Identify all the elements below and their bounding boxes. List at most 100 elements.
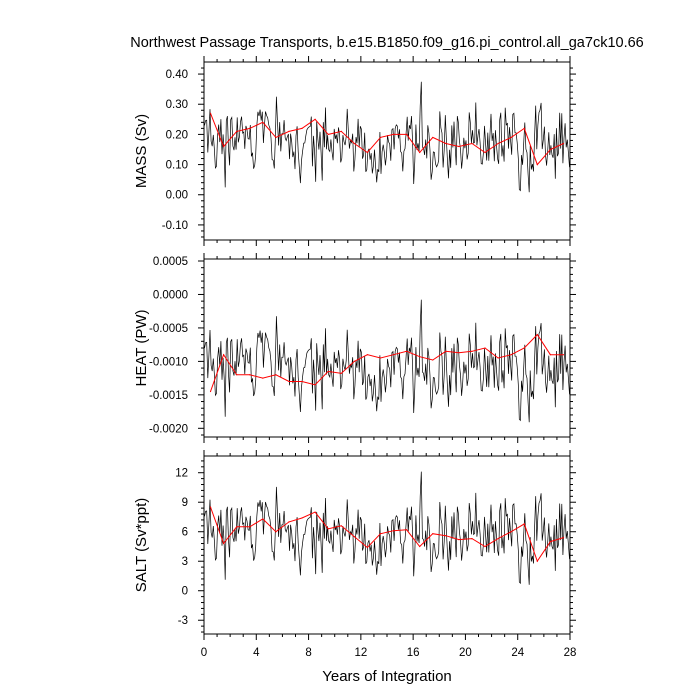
mass-annual-mean-point [432,136,434,139]
salt-annual-mean-point [223,542,225,545]
mass-annual-mean-point [379,136,382,139]
salt-y-tick-label: 3 [182,556,188,568]
salt-x-tick-label: 16 [407,647,420,659]
salt-annual-mean-point [432,533,434,535]
heat-y-tick-label: -0.0005 [149,323,188,335]
heat-annual-mean-point [236,374,238,376]
mass-annual-mean-point [249,127,251,129]
mass-y-tick-label: 0.40 [166,69,188,81]
mass-annual-mean-point [471,142,473,145]
salt-x-tick-label: 28 [564,647,577,659]
panels-group: -0.10 0.00 0.10 0.20 0.30 0.40 MASS (Sv) -0.002… [133,56,576,659]
x-axis-label: Years of Integration [322,668,452,685]
mass-annual-mean-point [549,148,551,151]
mass-annual-mean-point [458,145,460,148]
heat-annual-mean-point [458,352,460,354]
heat-annual-mean-point [223,354,225,356]
mass-y-tick-label: 0.00 [166,190,188,202]
heat-annual-mean-point [327,370,329,373]
mass-annual-mean-point [406,133,408,136]
chart-title: Northwest Passage Transports, b.e15.B185… [130,35,643,51]
salt-x-tick-label: 8 [305,647,311,659]
salt-annual-mean-series [210,506,564,563]
heat-annual-mean-point [510,354,512,356]
mass-annual-mean-point [223,145,225,148]
salt-y-tick-label: 6 [182,527,188,539]
salt-annual-mean-point [419,545,421,548]
heat-annual-mean-point [419,356,421,358]
heat-annual-mean-point [301,380,303,383]
heat-panel: -0.0020 -0.0015 -0.0010 -0.0005 0.0000 0.0005… [133,253,576,443]
mass-annual-mean-point [236,130,238,132]
heat-annual-mean-point [249,374,251,376]
salt-annual-mean-point [523,523,525,525]
salt-annual-mean-point [510,531,512,533]
mass-annual-mean-point [536,163,538,166]
heat-annual-mean-point [536,334,538,336]
mass-annual-mean-point [209,112,212,114]
salt-annual-mean-point [301,517,303,519]
heat-annual-mean-point [445,350,447,352]
salt-x-tick-label: 24 [511,647,524,659]
salt-x-tick-label: 12 [354,647,367,659]
salt-annual-mean-point [392,530,395,532]
salt-annual-mean-point [497,538,499,540]
heat-annual-mean-point [209,390,212,393]
salt-annual-mean-point [327,528,329,530]
salt-annual-mean-point [366,546,368,549]
salt-y-axis-label: SALT (Sv*ppt) [133,498,150,592]
mass-annual-mean-point [419,151,421,154]
mass-annual-mean-point [366,151,368,154]
mass-annual-mean-point [523,127,525,129]
heat-annual-mean-point [562,354,565,356]
heat-annual-mean-point [288,380,290,383]
mass-y-axis-label: MASS (Sv) [133,114,150,188]
heat-monthly-series [204,299,570,423]
mass-annual-mean-point [314,118,316,120]
salt-annual-mean-point [236,526,238,528]
salt-y-tick-label: 12 [175,468,188,480]
salt-annual-mean-point [209,506,212,508]
heat-annual-mean-point [340,372,342,375]
mass-y-tick-label: 0.30 [166,99,188,111]
salt-annual-mean-point [314,511,316,513]
heat-y-axis-label: HEAT (PW) [133,310,150,387]
mass-monthly-series [204,81,570,193]
salt-annual-mean-point [288,521,290,523]
mass-annual-mean-point [510,136,512,139]
heat-y-tick-label: 0.0005 [153,256,188,268]
salt-annual-mean-point [562,537,565,539]
heat-annual-mean-point [392,354,395,356]
salt-panel: -3 0 3 6 9 12 SALT (Sv*ppt) 0 4 8 12 16 20 24 28 [133,450,576,659]
mass-annual-mean-point [275,136,277,139]
heat-annual-mean-point [497,357,499,359]
mass-annual-mean-point [497,142,499,145]
mass-y-tick-label: 0.10 [166,160,188,172]
heat-y-tick-label: -0.0010 [149,356,188,368]
mass-annual-mean-series [210,113,564,166]
heat-annual-mean-point [275,374,277,376]
salt-annual-mean-point [471,538,473,540]
salt-annual-mean-point [262,518,264,520]
salt-y-tick-label: 9 [182,497,188,509]
mass-annual-mean-point [562,142,565,145]
salt-x-tick-label: 0 [201,647,207,659]
heat-annual-mean-point [366,354,368,356]
heat-annual-mean-point [379,357,382,359]
heat-y-tick-label: -0.0015 [149,390,188,402]
mass-annual-mean-point [327,133,329,136]
salt-annual-mean-point [445,535,447,537]
mass-annual-mean-point [301,127,303,129]
heat-annual-mean-point [262,377,264,379]
salt-annual-mean-point [275,531,277,533]
salt-annual-mean-point [536,560,538,562]
heat-annual-mean-point [314,384,316,386]
salt-annual-mean-point [484,545,486,548]
salt-annual-mean-point [549,540,551,543]
heat-y-tick-label: -0.0020 [149,423,188,435]
salt-x-tick-label: 20 [459,647,472,659]
mass-panel: -0.10 0.00 0.10 0.20 0.30 0.40 MASS (Sv) [133,56,576,246]
heat-annual-mean-series [210,333,564,392]
